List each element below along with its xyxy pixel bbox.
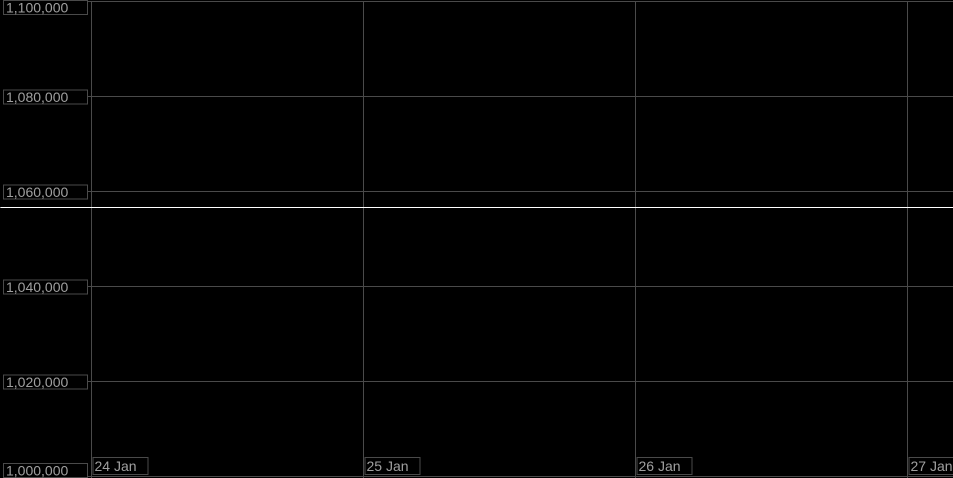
x-tick-label: 27 Jan [911, 458, 953, 474]
x-tick-label-box [908, 457, 953, 475]
y-tick-label: 1,100,000 [6, 0, 68, 16]
y-tick-label-box [3, 374, 88, 390]
y-tick-label: 1,000,000 [6, 463, 68, 478]
x-tick-label: 24 Jan [95, 458, 137, 474]
x-tick-label-box [92, 457, 149, 475]
y-tick-label-box [3, 184, 88, 200]
y-tick-label-box [3, 0, 88, 15]
y-tick-label: 1,040,000 [6, 279, 68, 295]
y-tick-label: 1,080,000 [6, 89, 68, 105]
y-tick-label: 1,020,000 [6, 374, 68, 390]
x-tick-label-box [364, 457, 421, 475]
x-tick-label: 25 Jan [367, 458, 409, 474]
y-tick-label-box [3, 89, 88, 105]
y-tick-label: 1,060,000 [6, 184, 68, 200]
y-tick-label-box [3, 279, 88, 295]
x-tick-label-box [636, 457, 693, 475]
x-tick-label: 26 Jan [639, 458, 681, 474]
